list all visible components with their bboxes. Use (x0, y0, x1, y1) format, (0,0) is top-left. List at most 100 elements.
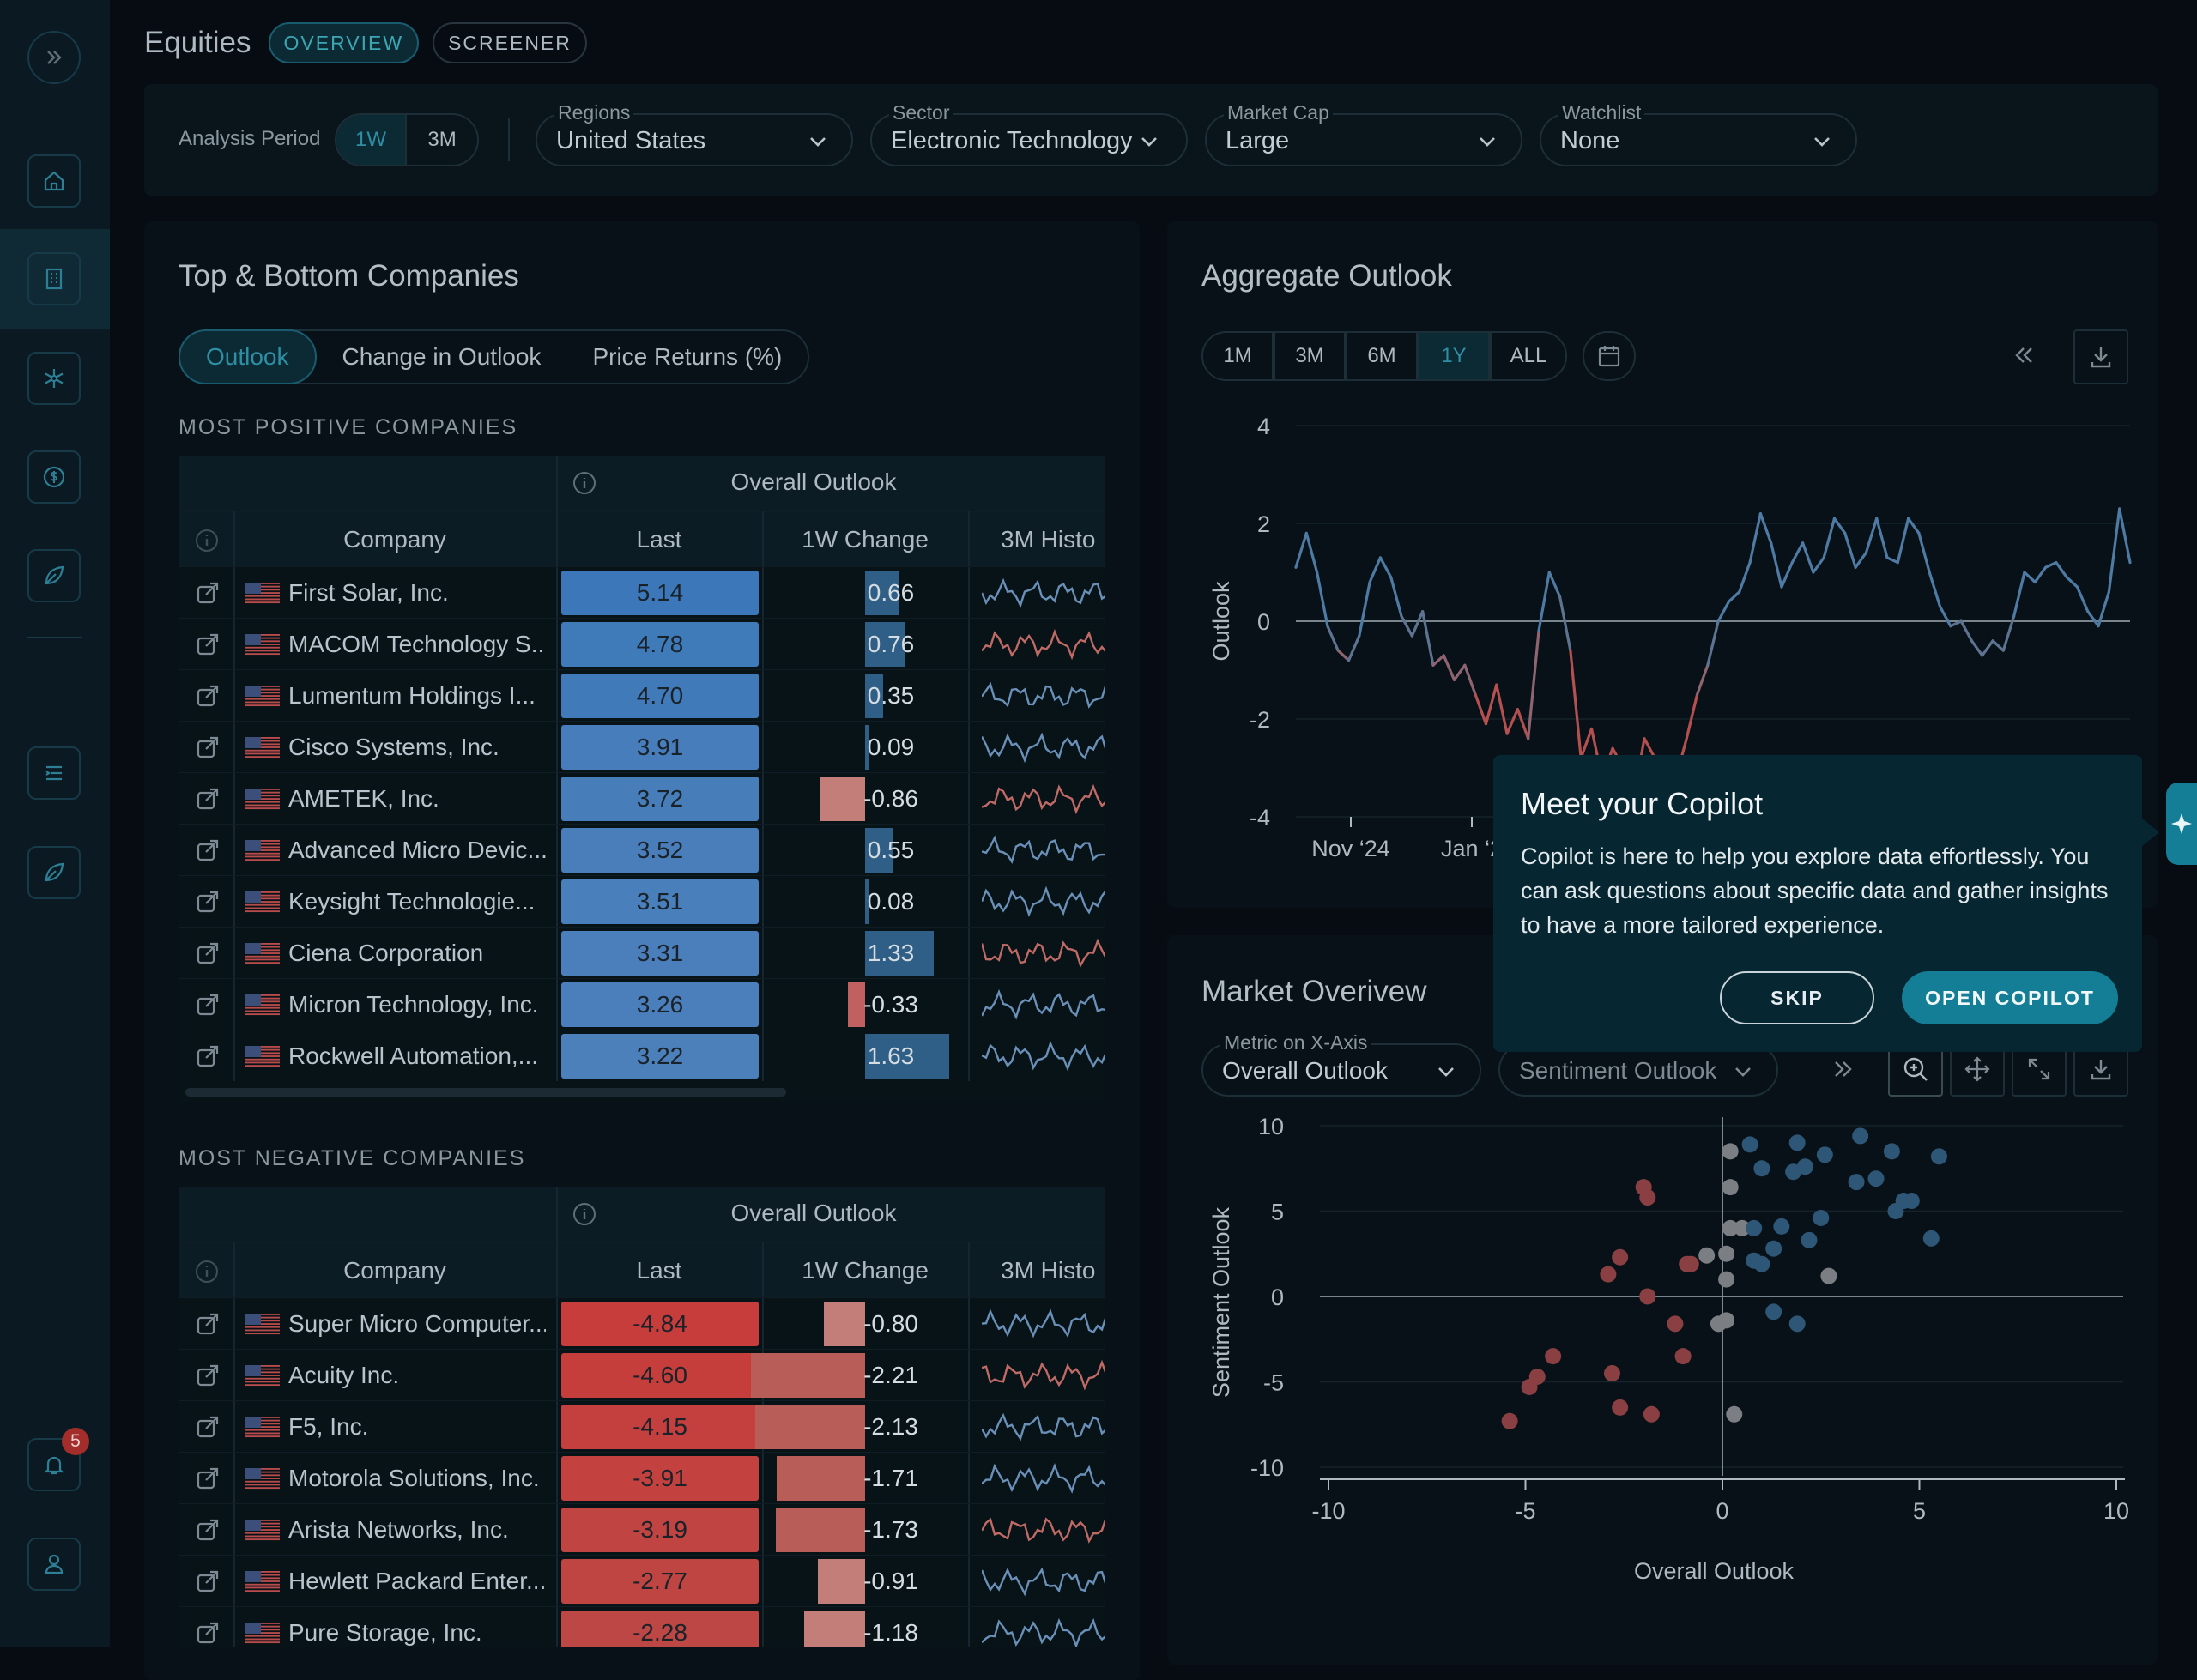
range-all[interactable]: ALL (1490, 331, 1567, 381)
open-external-icon[interactable] (194, 991, 221, 1018)
scatter-point[interactable] (1820, 1267, 1837, 1284)
scatter-point[interactable] (1801, 1231, 1818, 1248)
date-picker-button[interactable] (1583, 331, 1636, 381)
open-external-icon[interactable] (194, 1310, 221, 1338)
horizontal-scrollbar[interactable] (185, 1088, 786, 1097)
range-6m[interactable]: 6M (1346, 331, 1418, 381)
open-external-icon[interactable] (194, 579, 221, 607)
scatter-point[interactable] (1726, 1405, 1743, 1423)
tab-screener[interactable]: SCREENER (433, 22, 587, 63)
scatter-point[interactable] (1643, 1405, 1660, 1423)
scatter-point[interactable] (1679, 1255, 1696, 1272)
scatter-point[interactable] (1887, 1203, 1904, 1219)
nav-home[interactable] (27, 154, 81, 208)
scatter-point[interactable] (1600, 1266, 1617, 1283)
company-name[interactable]: Ciena Corporation (288, 940, 484, 966)
change-column-header[interactable]: 1W Change (802, 526, 929, 553)
scatter-point[interactable] (1698, 1247, 1716, 1264)
open-external-icon[interactable] (194, 631, 221, 658)
scatter-point[interactable] (1746, 1219, 1763, 1236)
scatter-point[interactable] (1722, 1143, 1739, 1160)
period-1w[interactable]: 1W (336, 115, 408, 165)
company-name[interactable]: Rockwell Automation,... (288, 1042, 539, 1069)
range-3m[interactable]: 3M (1274, 331, 1346, 381)
company-name[interactable]: Hewlett Packard Enter... (288, 1568, 546, 1594)
range-1m[interactable]: 1M (1201, 331, 1274, 381)
company-name[interactable]: Micron Technology, Inc. (288, 991, 539, 1018)
history-column-header[interactable]: 3M Histo (1001, 526, 1096, 553)
company-name[interactable]: F5, Inc. (288, 1413, 369, 1440)
company-name[interactable]: Cisco Systems, Inc. (288, 734, 499, 760)
company-name[interactable]: MACOM Technology S... (288, 631, 546, 657)
scatter-point[interactable] (1852, 1127, 1869, 1145)
x-metric-select[interactable]: Metric on X-Axis Overall Outlook (1201, 1031, 1481, 1097)
nav-currencies[interactable] (27, 450, 81, 504)
scatter-point[interactable] (1501, 1412, 1518, 1429)
company-name[interactable]: Pure Storage, Inc. (288, 1619, 482, 1646)
scatter-point[interactable] (1718, 1245, 1735, 1262)
open-external-icon[interactable] (194, 785, 221, 813)
open-external-icon[interactable] (194, 1362, 221, 1389)
download-button[interactable] (2073, 329, 2128, 384)
tab-overview[interactable]: OVERVIEW (268, 22, 420, 63)
range-1y[interactable]: 1Y (1418, 331, 1490, 381)
scatter-point[interactable] (1813, 1209, 1830, 1226)
scatter-point[interactable] (1722, 1179, 1739, 1196)
tab-outlook[interactable]: Outlook (179, 329, 317, 384)
scatter-point[interactable] (1816, 1146, 1833, 1163)
scatter-point[interactable] (1788, 1315, 1806, 1333)
copilot-launcher[interactable] (2166, 783, 2197, 865)
company-name[interactable]: Lumentum Holdings I... (288, 682, 536, 709)
company-name[interactable]: Advanced Micro Devic... (288, 837, 546, 863)
scatter-point[interactable] (1710, 1315, 1727, 1333)
scatter-point[interactable] (1603, 1365, 1620, 1382)
nav-list[interactable] (27, 746, 81, 800)
open-external-icon[interactable] (194, 1465, 221, 1492)
scatter-point[interactable] (1718, 1271, 1735, 1288)
watchlist-select[interactable]: Watchlist None (1540, 101, 1857, 166)
scatter-point[interactable] (1753, 1160, 1770, 1177)
open-external-icon[interactable] (194, 734, 221, 761)
open-external-icon[interactable] (194, 682, 221, 710)
company-name[interactable]: AMETEK, Inc. (288, 785, 439, 812)
scatter-point[interactable] (1734, 1219, 1751, 1236)
collapse-panel-button[interactable] (2008, 340, 2039, 371)
skip-button[interactable]: SKIP (1720, 971, 1874, 1024)
company-name[interactable]: First Solar, Inc. (288, 579, 449, 606)
scatter-point[interactable] (1612, 1248, 1629, 1266)
open-external-icon[interactable] (194, 837, 221, 864)
scatter-point[interactable] (1667, 1315, 1684, 1333)
scatter-point[interactable] (1796, 1158, 1813, 1175)
scatter-point[interactable] (1930, 1148, 1947, 1165)
tab-change-in-outlook[interactable]: Change in Outlook (342, 343, 542, 370)
open-copilot-button[interactable]: OPEN COPILOT (1902, 971, 2118, 1024)
scatter-point[interactable] (1765, 1303, 1782, 1320)
nav-esg[interactable] (27, 549, 81, 602)
open-external-icon[interactable] (194, 888, 221, 916)
scatter-point[interactable] (1867, 1170, 1885, 1187)
expand-sidebar-button[interactable] (27, 31, 81, 84)
company-column-header[interactable]: Company (343, 526, 446, 553)
info-icon[interactable] (572, 1201, 597, 1227)
company-name[interactable]: Arista Networks, Inc. (288, 1516, 509, 1543)
change-column-header[interactable]: 1W Change (802, 1257, 929, 1284)
last-column-header[interactable]: Last (636, 526, 682, 553)
nav-equities[interactable] (27, 252, 81, 305)
scatter-point[interactable] (1765, 1240, 1782, 1257)
open-external-icon[interactable] (194, 1413, 221, 1441)
scatter-point[interactable] (1741, 1136, 1758, 1153)
scatter-point[interactable] (1903, 1193, 1920, 1210)
open-external-icon[interactable] (194, 1619, 221, 1647)
nav-commodities[interactable] (27, 352, 81, 405)
open-external-icon[interactable] (194, 940, 221, 967)
scatter-point[interactable] (1521, 1378, 1538, 1395)
open-external-icon[interactable] (194, 1568, 221, 1595)
scatter-point[interactable] (1612, 1399, 1629, 1416)
last-column-header[interactable]: Last (636, 1257, 682, 1284)
market-cap-select[interactable]: Market Cap Large (1205, 101, 1522, 166)
company-name[interactable]: Keysight Technologie... (288, 888, 536, 915)
info-icon[interactable] (194, 528, 220, 553)
company-name[interactable]: Super Micro Computer... (288, 1310, 546, 1337)
tab-price-returns[interactable]: Price Returns (%) (592, 343, 783, 370)
scatter-point[interactable] (1753, 1255, 1770, 1272)
